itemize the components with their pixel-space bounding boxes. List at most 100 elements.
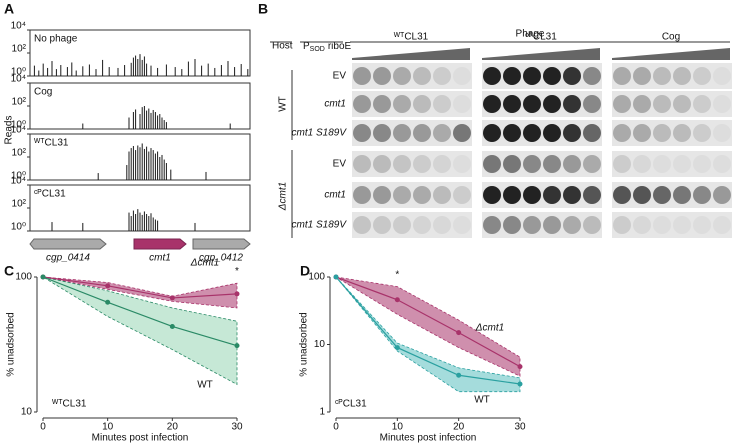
- coverage-bar: [247, 69, 249, 76]
- series-label: Δcmt1: [475, 323, 504, 334]
- coverage-bar: [102, 59, 104, 76]
- coverage-bar: [205, 171, 207, 180]
- data-point: [394, 345, 400, 351]
- spot: [653, 186, 671, 204]
- track-title: No phage: [34, 34, 78, 45]
- spot: [563, 216, 581, 234]
- coverage-bar: [135, 109, 137, 129]
- spot: [653, 95, 671, 113]
- plate-row: [612, 91, 732, 117]
- coverage-bar: [240, 64, 242, 76]
- y-label: % unadsorbed: [6, 312, 17, 377]
- spot: [393, 216, 411, 234]
- plate-row: [352, 91, 472, 117]
- y-tick-label: 100: [308, 272, 325, 283]
- coverage-bar: [137, 145, 139, 180]
- spot: [653, 216, 671, 234]
- coverage-bar: [71, 62, 73, 76]
- series-line: [335, 276, 521, 368]
- annotation: ᶜᴾCL31: [335, 399, 367, 410]
- spot: [633, 216, 651, 234]
- plate-row: [352, 120, 472, 146]
- coverage-bar: [194, 59, 196, 76]
- spot: [673, 124, 691, 142]
- spot: [483, 216, 501, 234]
- spot: [503, 216, 521, 234]
- coverage-bar: [152, 109, 154, 129]
- x-tick-label: 10: [102, 422, 114, 433]
- spot: [673, 95, 691, 113]
- spot: [713, 95, 731, 113]
- spot: [393, 155, 411, 173]
- coverage-bar: [66, 67, 68, 76]
- spot: [673, 186, 691, 204]
- coverage-bar: [139, 212, 141, 231]
- host-name: WT: [278, 96, 289, 112]
- spot: [433, 124, 451, 142]
- data-point: [456, 372, 462, 378]
- spot: [393, 124, 411, 142]
- spot: [353, 186, 371, 204]
- coverage-bar: [82, 222, 84, 231]
- spot: [353, 216, 371, 234]
- coverage-bar: [132, 57, 134, 76]
- x-label: Minutes post infection: [380, 433, 477, 444]
- coverage-bar: [108, 67, 110, 76]
- spot: [483, 124, 501, 142]
- spot: [413, 67, 431, 85]
- coverage-bar: [207, 63, 209, 76]
- plate-row: [482, 120, 602, 146]
- coverage-bar: [139, 147, 141, 180]
- spot: [413, 216, 431, 234]
- construct-label: cmt1: [324, 190, 346, 201]
- coverage-bar: [174, 67, 176, 76]
- y-tick-label: 100: [15, 272, 32, 283]
- y-tick-label: 10²: [12, 97, 27, 108]
- coverage-bar: [152, 150, 154, 180]
- spot: [583, 186, 601, 204]
- gene-arrow: [29, 238, 107, 250]
- spot: [453, 124, 471, 142]
- spot: [503, 95, 521, 113]
- data-point: [394, 297, 400, 303]
- data-point: [234, 291, 240, 297]
- spot: [483, 95, 501, 113]
- spot: [543, 155, 561, 173]
- coverage-bar: [33, 65, 35, 76]
- host-label: Host: [272, 41, 293, 52]
- coverage-bar: [55, 69, 57, 76]
- coverage-bar: [157, 67, 159, 76]
- significance-star: *: [235, 266, 239, 277]
- spot: [713, 124, 731, 142]
- coverage-bar: [227, 61, 229, 76]
- coverage-bar: [181, 69, 183, 76]
- confidence-band: [42, 276, 238, 386]
- coverage-bar: [143, 211, 145, 231]
- spot: [373, 67, 391, 85]
- spot: [453, 186, 471, 204]
- spot: [633, 186, 651, 204]
- series-label: Δcmt1: [190, 258, 219, 269]
- coverage-bar: [42, 63, 44, 76]
- coverage-bar: [170, 169, 172, 180]
- coverage-bar: [128, 151, 130, 180]
- spot: [563, 67, 581, 85]
- spot: [633, 67, 651, 85]
- dilution-wedge: [352, 48, 470, 60]
- coverage-bar: [157, 115, 159, 129]
- coverage-bar: [150, 213, 152, 231]
- coverage-bar: [163, 120, 165, 129]
- coverage-bar: [47, 67, 49, 76]
- spot: [453, 155, 471, 173]
- spot: [433, 155, 451, 173]
- coverage-bar: [130, 148, 132, 180]
- coverage-bar: [150, 112, 152, 129]
- data-point: [234, 343, 240, 349]
- coverage-bar: [132, 146, 134, 180]
- spot: [353, 67, 371, 85]
- phage-name: ᵂᵀCL31: [394, 32, 429, 43]
- spot: [673, 216, 691, 234]
- coverage-bar: [132, 112, 134, 129]
- plate-row: [612, 151, 732, 177]
- spot: [523, 155, 541, 173]
